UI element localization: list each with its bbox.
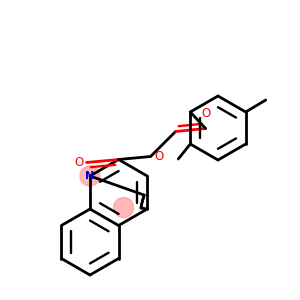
Circle shape: [114, 197, 134, 218]
Text: O: O: [154, 150, 163, 163]
Text: O: O: [74, 156, 83, 169]
Circle shape: [80, 166, 100, 186]
Text: O: O: [201, 107, 210, 120]
Text: N: N: [85, 171, 94, 181]
